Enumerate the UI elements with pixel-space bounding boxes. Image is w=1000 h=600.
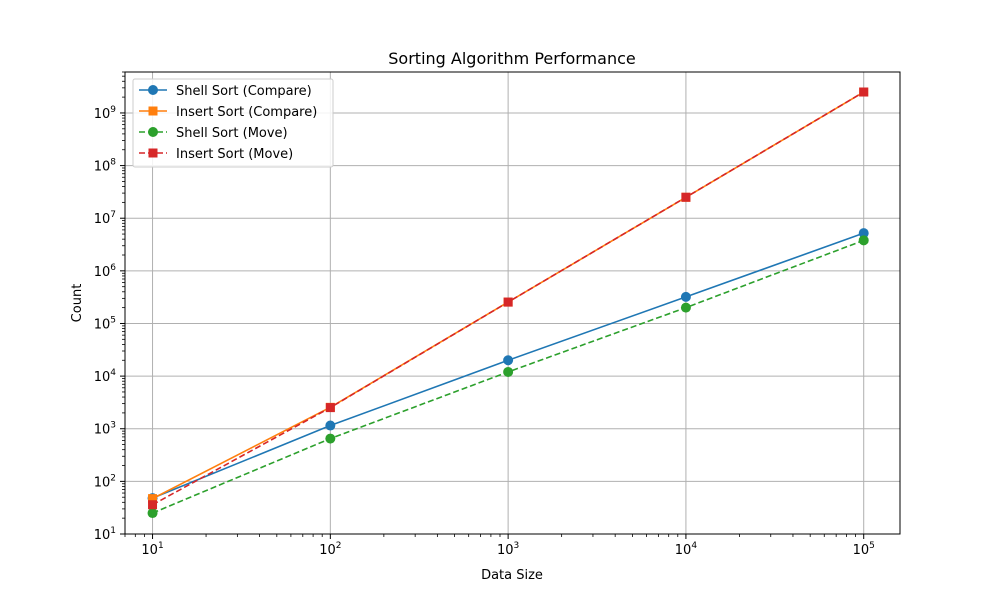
data-point	[503, 355, 514, 366]
legend-marker	[148, 127, 158, 137]
chart-title: Sorting Algorithm Performance	[388, 49, 635, 68]
y-tick-label: 104	[94, 368, 117, 385]
legend-label: Insert Sort (Compare)	[176, 105, 317, 120]
data-point	[325, 433, 336, 444]
data-point	[148, 494, 158, 504]
y-tick-label: 105	[94, 315, 116, 332]
data-point	[858, 228, 869, 239]
legend-label: Shell Sort (Move)	[176, 126, 288, 141]
x-tick-label: 102	[319, 541, 341, 558]
data-point	[503, 366, 514, 377]
y-tick-label: 109	[94, 105, 117, 122]
data-point	[147, 508, 158, 519]
data-point	[859, 87, 869, 97]
legend-marker	[148, 85, 158, 95]
legend: Shell Sort (Compare) Insert Sort (Compare…	[132, 78, 334, 168]
series-layer	[147, 87, 869, 519]
plot-frame	[124, 71, 901, 535]
data-point	[680, 291, 691, 302]
axes: 101 102 103 104 105 101 102 103 104 105 106 107 108 1…	[94, 71, 875, 558]
data-point	[325, 420, 336, 431]
x-tick-label: 103	[497, 541, 519, 558]
y-tick-label: 106	[94, 263, 117, 280]
legend-item: Shell Sort (Compare)	[139, 84, 312, 99]
series-4	[148, 87, 869, 510]
x-tick-label: 104	[675, 541, 698, 558]
y-tick-label: 108	[94, 158, 117, 175]
data-point	[680, 302, 691, 313]
data-point	[325, 403, 335, 413]
x-tick-label: 101	[141, 541, 163, 558]
legend-label: Shell Sort (Compare)	[176, 84, 312, 99]
legend-item: Shell Sort (Move)	[139, 126, 288, 141]
y-tick-label: 103	[94, 421, 116, 438]
x-tick-label: 105	[853, 541, 875, 558]
data-point	[503, 297, 513, 307]
data-point	[148, 500, 158, 510]
legend-marker	[148, 106, 158, 116]
y-tick-label: 107	[94, 210, 116, 227]
legend-item: Insert Sort (Move)	[139, 147, 293, 162]
legend-marker	[148, 148, 158, 158]
legend-item: Insert Sort (Compare)	[139, 105, 317, 120]
y-axis-label: Count	[70, 284, 85, 323]
legend-box	[132, 78, 334, 168]
data-point	[681, 192, 691, 202]
legend-label: Insert Sort (Move)	[176, 147, 293, 162]
x-axis-label: Data Size	[481, 568, 543, 583]
data-point	[858, 235, 869, 246]
series-3	[147, 235, 869, 519]
y-tick-label: 101	[94, 526, 116, 543]
y-tick-label: 102	[94, 473, 116, 490]
